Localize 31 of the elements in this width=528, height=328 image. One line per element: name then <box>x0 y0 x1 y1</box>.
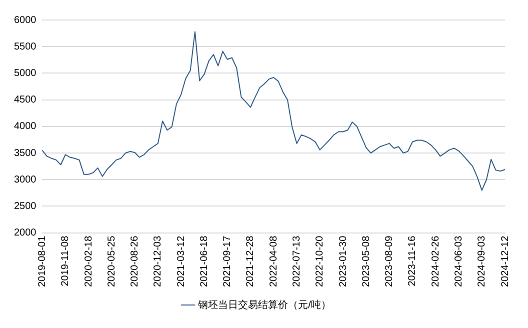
y-tick-label: 4000 <box>14 121 37 132</box>
y-tick-label: 5500 <box>14 41 37 52</box>
x-tick-label: 2021-09-17 <box>222 235 234 288</box>
x-tick-label: 2023-11-16 <box>407 235 418 286</box>
x-tick-label: 2020-02-18 <box>83 235 94 288</box>
y-tick-label: 6000 <box>14 14 37 26</box>
x-tick-label: 2022-04-08 <box>268 235 280 288</box>
x-tick-label: 2022-10-20 <box>314 235 326 288</box>
x-tick-label: 2023-05-08 <box>360 235 372 288</box>
y-tick-label: 2000 <box>14 228 37 239</box>
legend-label: 钢坯当日交易结算价（元/吨） <box>197 298 331 311</box>
x-tick-label: 2023-01-30 <box>338 235 349 288</box>
x-tick-label: 2024-02-26 <box>430 235 442 288</box>
x-tick-label: 2020-05-25 <box>106 235 118 288</box>
x-tick-label: 2021-06-18 <box>198 235 210 288</box>
y-tick-label: 2500 <box>14 200 37 212</box>
y-tick-label: 5000 <box>14 68 37 79</box>
x-tick-label: 2019-08-01 <box>36 235 48 288</box>
x-tick-label: 2020-12-03 <box>152 235 164 288</box>
y-tick-label: 4500 <box>14 94 37 106</box>
y-tick-label: 3500 <box>14 148 37 159</box>
x-tick-label: 2024-06-03 <box>453 235 464 288</box>
x-tick-label: 2021-12-28 <box>245 235 256 288</box>
x-tick-label: 2022-07-13 <box>292 235 303 288</box>
x-tick-label: 2023-08-09 <box>384 235 396 288</box>
y-tick-label: 3000 <box>14 174 37 186</box>
x-tick-label: 2021-03-12 <box>176 235 187 288</box>
x-tick-label: 2019-11-08 <box>60 235 72 286</box>
x-tick-label: 2024-12-12 <box>500 235 511 288</box>
x-tick-label: 2020-08-26 <box>130 235 141 288</box>
x-tick-label: 2024-09-03 <box>476 235 488 288</box>
